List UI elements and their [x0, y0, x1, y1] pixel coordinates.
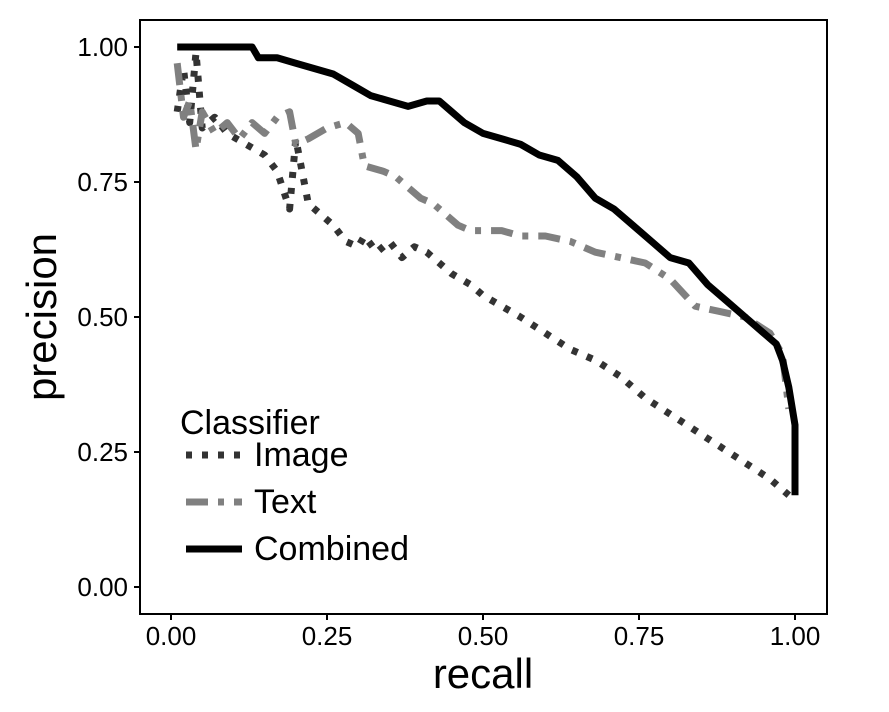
series-line-combined: [177, 43, 799, 496]
series-layer: [173, 43, 799, 498]
legend: Classifier Image Text Combined: [180, 404, 409, 568]
series-line-image: [173, 48, 792, 498]
legend-title: Classifier: [180, 404, 320, 442]
x-axis: 0.00 0.25 0.50 0.75 1.00: [146, 614, 821, 651]
y-tick-label: 0.25: [77, 437, 128, 467]
x-axis-title: recall: [433, 650, 533, 697]
x-tick-label: 0.25: [302, 621, 353, 651]
x-tick-label: 0.75: [614, 621, 665, 651]
legend-label-image: Image: [254, 436, 349, 474]
y-axis-title: precision: [18, 233, 65, 401]
x-tick-label: 0.00: [146, 621, 197, 651]
plot-panel: [139, 19, 828, 615]
y-tick-label: 0.75: [77, 167, 128, 197]
x-tick-label: 0.50: [458, 621, 509, 651]
y-tick-label: 0.50: [77, 302, 128, 332]
x-tick-label: 1.00: [770, 621, 821, 651]
y-axis: 0.00 0.25 0.50 0.75 1.00: [77, 32, 140, 602]
legend-label-text: Text: [254, 483, 317, 521]
y-tick-label: 1.00: [77, 32, 128, 62]
legend-label-combined: Combined: [254, 530, 409, 568]
y-tick-label: 0.00: [77, 572, 128, 602]
